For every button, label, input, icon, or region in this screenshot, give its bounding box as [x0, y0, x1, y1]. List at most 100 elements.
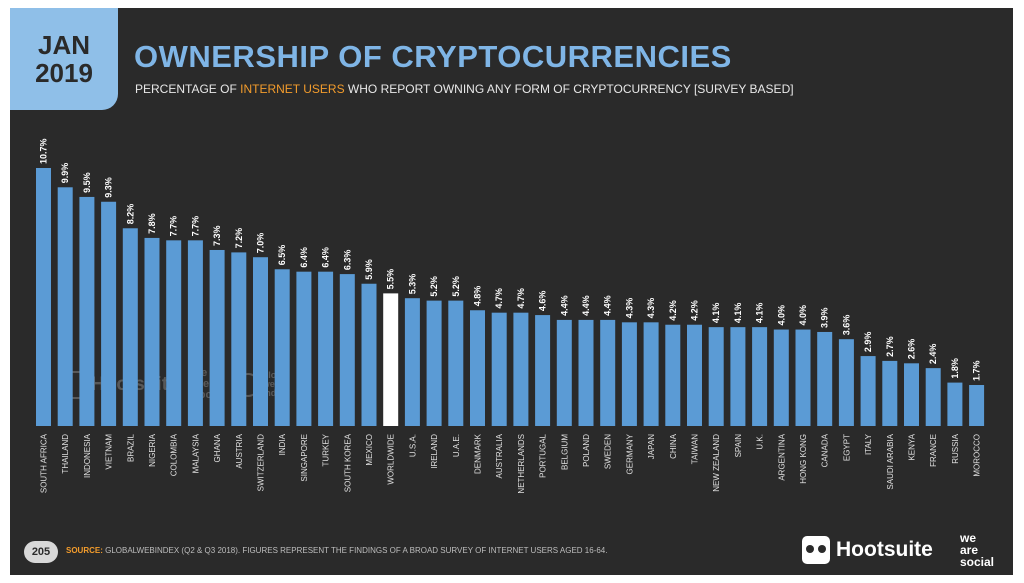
value-label: 10.7%: [39, 138, 49, 164]
value-label: 7.7%: [190, 216, 200, 237]
bar-australia: [491, 312, 507, 426]
bar-turkey: [318, 271, 334, 426]
bar-egypt: [838, 339, 854, 426]
bar-switzerland: [253, 257, 268, 426]
category-label: MALAYSIA: [191, 433, 200, 473]
value-label: 2.7%: [885, 336, 895, 357]
category-label: AUSTRALIA: [495, 433, 504, 478]
category-label: CHINA: [669, 433, 678, 459]
category-label: DENMARK: [474, 433, 483, 474]
value-label: 4.7%: [494, 288, 504, 309]
footer: 205 SOURCE: GLOBALWEBINDEX (Q2 & Q3 2018…: [10, 528, 1013, 575]
category-label: MEXICO: [365, 434, 374, 466]
hootsuite-wordmark: Hootsuite: [836, 538, 933, 561]
bar-brazil: [122, 228, 138, 426]
bar-new-zealand: [708, 327, 724, 426]
bar-china: [665, 324, 681, 426]
value-label: 4.7%: [516, 288, 526, 309]
bar-indonesia: [79, 196, 95, 426]
value-label: 5.2%: [451, 276, 461, 297]
bar-nigeria: [144, 237, 160, 426]
category-label: GHANA: [213, 433, 222, 462]
category-label: U.S.A.: [408, 434, 417, 457]
value-label: 6.4%: [321, 247, 331, 268]
value-label: 5.5%: [386, 269, 396, 290]
value-label: 3.9%: [820, 307, 830, 328]
value-label: 4.0%: [776, 305, 786, 326]
value-label: 5.9%: [364, 259, 374, 280]
value-label: 9.3%: [104, 177, 114, 198]
value-label: 6.5%: [277, 245, 287, 266]
bar-hong-kong: [795, 329, 811, 426]
chart-title: OWNERSHIP OF CRYPTOCURRENCIES: [134, 39, 732, 74]
bar-spain: [730, 327, 746, 426]
value-label: 6.3%: [342, 250, 352, 271]
source-text: GLOBALWEBINDEX (Q2 & Q3 2018). FIGURES R…: [102, 546, 608, 555]
bar-u-k-: [752, 327, 768, 426]
category-label: MOROCCO: [973, 434, 982, 477]
category-label: SWEDEN: [604, 434, 613, 469]
value-label: 5.2%: [429, 276, 439, 297]
category-label: PORTUGAL: [539, 433, 548, 477]
category-label: SOUTH KOREA: [343, 433, 352, 492]
bar-worldwide: [383, 293, 399, 426]
category-label: BELGIUM: [560, 434, 569, 470]
date-year: 2019: [35, 58, 93, 88]
bar-germany: [621, 322, 637, 426]
bar-austria: [231, 252, 247, 426]
bar-south-africa: [36, 168, 51, 426]
bar-chart: 10.7% SOUTH AFRICA 9.9% THAILAND 9.5% INDONES…: [36, 138, 985, 494]
category-label: SWITZERLAND: [257, 434, 266, 492]
bar-taiwan: [687, 324, 702, 426]
value-label: 9.5%: [82, 172, 92, 193]
category-label: SPAIN: [734, 434, 743, 458]
category-label: CANADA: [821, 433, 830, 467]
source-label: SOURCE:: [66, 546, 103, 555]
bar-poland: [578, 319, 594, 426]
value-label: 4.1%: [755, 303, 765, 324]
category-label: BRAZIL: [126, 433, 135, 462]
category-label: KENYA: [908, 433, 917, 460]
category-label: RUSSIA: [951, 433, 960, 463]
bar-denmark: [470, 310, 485, 426]
bar-france: [925, 368, 941, 426]
hootsuite-logo: Hootsuite: [802, 536, 933, 564]
value-label: 4.8%: [473, 286, 483, 307]
category-label: SINGAPORE: [300, 434, 309, 482]
category-label: GERMANY: [625, 433, 634, 474]
bar-morocco: [969, 385, 985, 426]
category-label: SOUTH AFRICA: [40, 433, 49, 493]
category-label: NIGERIA: [148, 433, 157, 467]
category-label: INDIA: [278, 433, 287, 455]
we-are-social-line: are: [960, 543, 979, 557]
value-label: 4.3%: [624, 298, 634, 319]
category-label: ITALY: [864, 433, 873, 455]
bar-kenya: [904, 363, 919, 426]
bar-saudi-arabia: [882, 360, 898, 426]
category-label: JAPAN: [647, 434, 656, 459]
we-are-social-logo: we are social: [960, 532, 994, 568]
value-label: 3.6%: [841, 315, 851, 336]
subtitle-prefix: PERCENTAGE OF: [135, 82, 241, 96]
category-label: NEW ZEALAND: [712, 434, 721, 492]
category-label: COLOMBIA: [170, 433, 179, 476]
category-label: IRELAND: [430, 434, 439, 469]
category-label: AUSTRIA: [235, 433, 244, 468]
category-label: VIETNAM: [105, 434, 114, 470]
value-label: 4.4%: [603, 295, 613, 316]
subtitle-highlight: INTERNET USERS: [240, 82, 345, 96]
bar-mexico: [361, 283, 377, 426]
value-label: 4.0%: [798, 305, 808, 326]
category-label: NETHERLANDS: [517, 434, 526, 494]
source-note: SOURCE: GLOBALWEBINDEX (Q2 & Q3 2018). F…: [66, 546, 607, 555]
value-label: 4.2%: [690, 300, 700, 321]
value-label: 4.2%: [668, 300, 678, 321]
value-label: 7.2%: [234, 228, 244, 249]
category-label: U.A.E.: [452, 434, 461, 457]
category-label: POLAND: [582, 434, 591, 467]
value-label: 7.3%: [212, 225, 222, 246]
bar-u-s-a-: [404, 298, 420, 426]
value-label: 2.9%: [863, 332, 873, 353]
value-label: 7.0%: [256, 233, 266, 254]
category-label: TAIWAN: [691, 434, 700, 464]
